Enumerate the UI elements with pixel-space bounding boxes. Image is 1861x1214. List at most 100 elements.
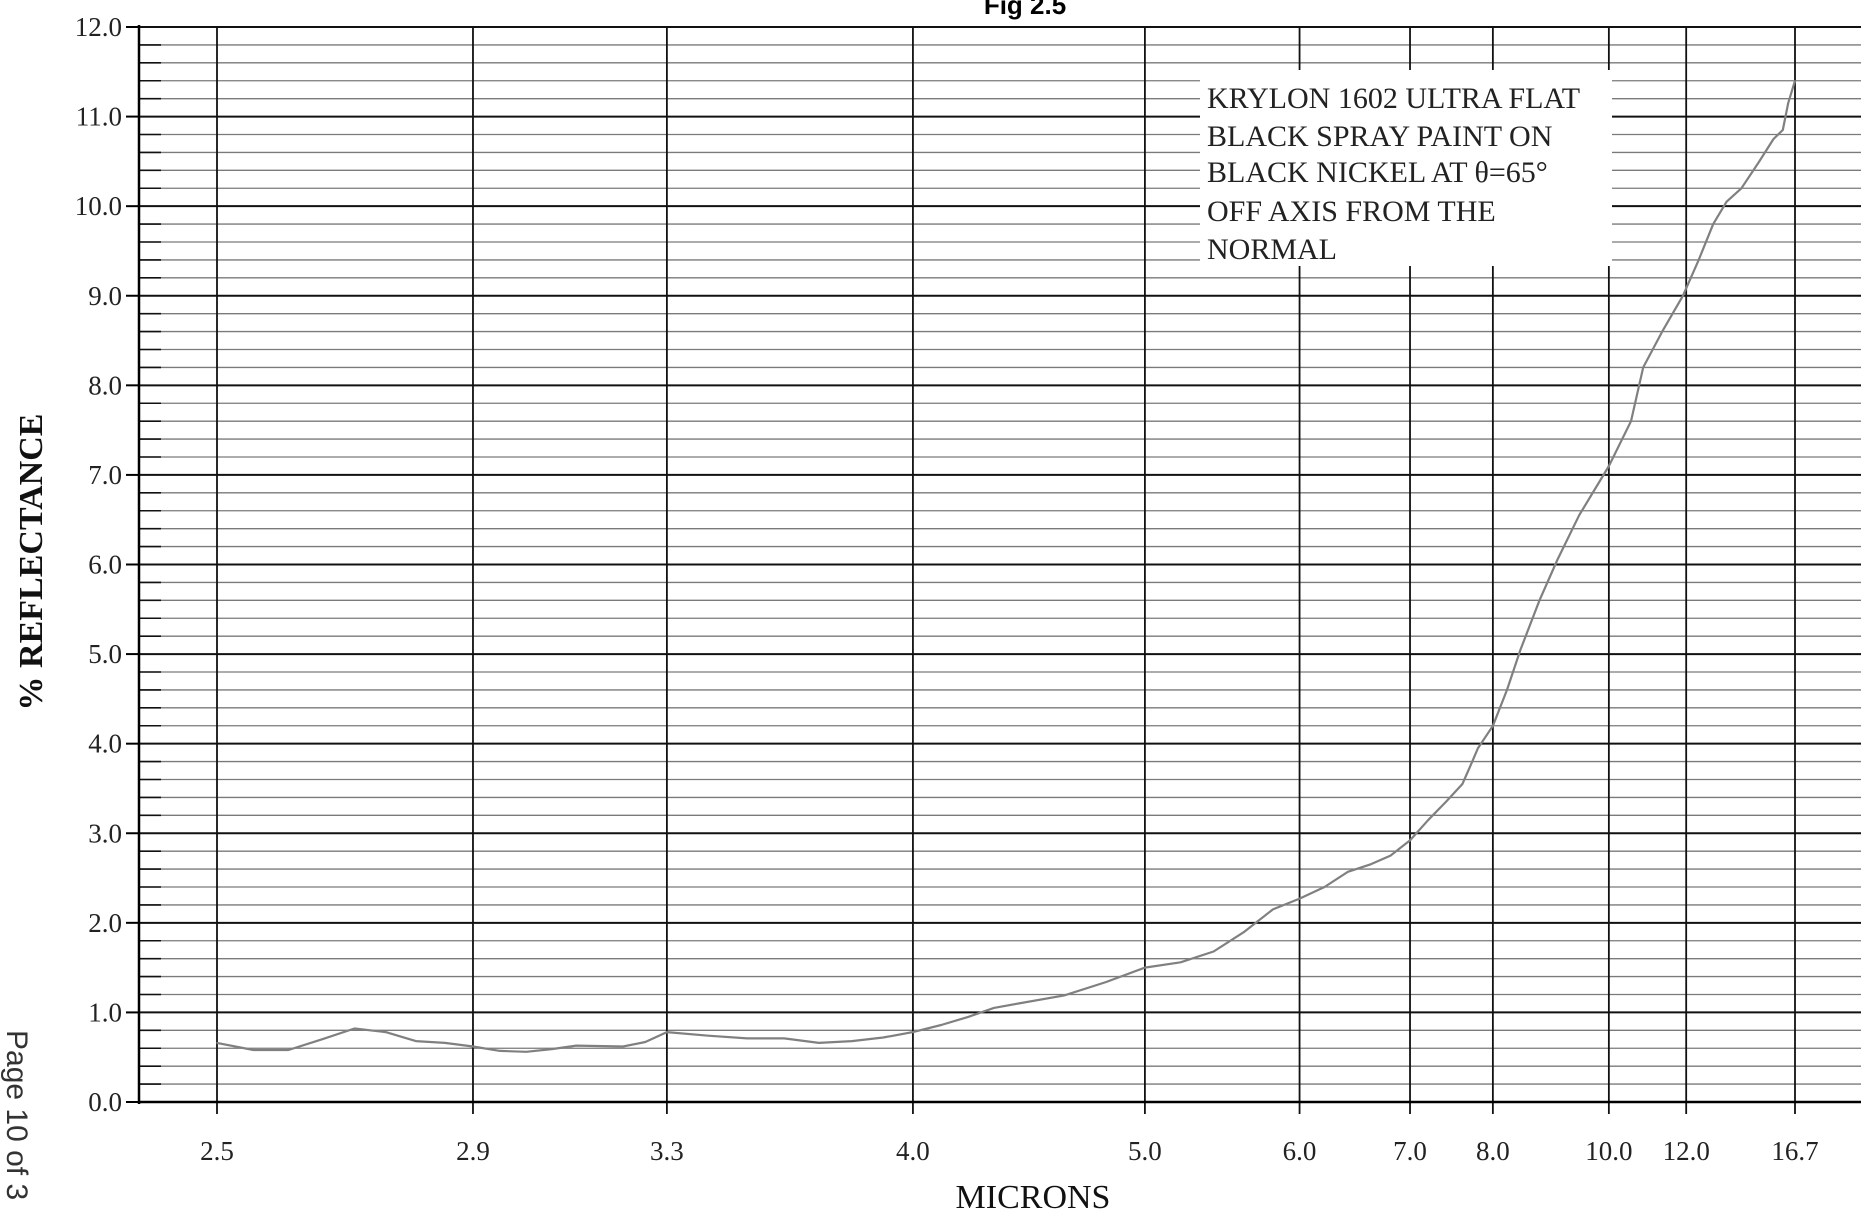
data-point: [967, 1016, 969, 1018]
x-tick-label: 8.0: [1476, 1136, 1510, 1166]
y-tick-label: 3.0: [88, 818, 122, 848]
y-tick-label: 5.0: [88, 639, 122, 669]
data-point: [1538, 599, 1541, 602]
data-point: [1144, 966, 1146, 969]
data-point: [1369, 863, 1371, 866]
x-tick-label: 2.9: [456, 1136, 490, 1166]
data-point: [1063, 994, 1066, 997]
data-point: [550, 1048, 553, 1050]
data-point: [783, 1037, 785, 1040]
data-point: [499, 1050, 501, 1052]
y-tick-label: 11.0: [76, 102, 122, 132]
data-point: [575, 1044, 577, 1047]
data-point: [525, 1051, 528, 1053]
data-point: [1492, 724, 1494, 727]
data-point: [1608, 465, 1610, 467]
data-point: [1725, 200, 1728, 203]
data-point: [1017, 1002, 1020, 1005]
y-tick-label: 0.0: [88, 1087, 122, 1117]
data-point: [882, 1036, 884, 1039]
data-point: [415, 1040, 417, 1042]
data-point: [746, 1037, 749, 1040]
annotation-line-3: BLACK NICKEL AT θ=65°: [1207, 156, 1548, 189]
data-point: [1469, 765, 1472, 767]
data-point: [1697, 259, 1700, 261]
y-tick-label: 7.0: [88, 460, 122, 490]
data-point: [1630, 420, 1632, 422]
y-tick-label: 6.0: [88, 550, 122, 580]
data-point: [644, 1041, 647, 1043]
data-point: [1758, 160, 1761, 163]
data-point: [1740, 187, 1743, 190]
annotation-line-4: OFF AXIS FROM THE: [1207, 195, 1496, 228]
data-point: [1323, 886, 1326, 888]
y-axis-label: % REFLECTANCE: [13, 414, 50, 711]
x-axis-label: MICRONS: [956, 1179, 1111, 1214]
data-point: [1105, 981, 1108, 983]
x-tick-label: 16.7: [1771, 1136, 1818, 1166]
x-tick-label: 3.3: [650, 1136, 684, 1166]
x-gridlines: [216, 27, 1796, 1114]
data-point: [1347, 870, 1349, 873]
data-point: [1409, 839, 1411, 842]
x-tick-label: 6.0: [1283, 1136, 1317, 1166]
y-tick-label: 9.0: [88, 281, 122, 311]
data-point: [216, 1042, 218, 1044]
annotation-line-1: KRYLON 1602 ULTRA FLAT: [1207, 82, 1580, 115]
data-point: [1787, 102, 1789, 104]
x-tick-label: 5.0: [1128, 1136, 1162, 1166]
data-point: [1272, 908, 1274, 911]
data-point: [993, 1007, 995, 1009]
data-point: [666, 1031, 668, 1033]
x-tick-label: 2.5: [200, 1136, 234, 1166]
minor-gridlines: [139, 44, 1861, 1085]
x-tick-label: 7.0: [1393, 1136, 1427, 1166]
annotation-box: KRYLON 1602 ULTRA FLAT BLACK SPRAY PAINT…: [1200, 70, 1612, 266]
y-tick-label: 8.0: [88, 370, 122, 400]
data-point: [1712, 223, 1714, 225]
data-point: [1519, 648, 1522, 651]
page-footer: Page 10 of 3: [0, 1030, 33, 1200]
data-point: [353, 1027, 356, 1030]
data-point: [1243, 930, 1246, 933]
data-point: [818, 1042, 820, 1044]
data-point: [1794, 79, 1796, 82]
chart-title: Fig 2.5: [984, 0, 1066, 20]
annotation-background: [1200, 70, 1612, 266]
data-point: [1578, 514, 1581, 517]
data-point: [321, 1038, 323, 1041]
data-point: [444, 1042, 446, 1044]
data-point: [940, 1024, 943, 1026]
y-tick-label: 4.0: [88, 729, 122, 759]
data-point: [1682, 294, 1684, 297]
data-point: [622, 1045, 624, 1048]
data-point: [1782, 129, 1784, 131]
data-point: [1477, 747, 1479, 749]
data-point: [472, 1045, 474, 1048]
data-point: [287, 1049, 290, 1051]
x-tick-label: 4.0: [896, 1136, 930, 1166]
data-point: [384, 1031, 387, 1033]
annotation-line-2: BLACK SPRAY PAINT ON: [1207, 120, 1552, 153]
data-point: [1179, 961, 1182, 964]
data-point: [1506, 689, 1508, 691]
data-point: [1556, 559, 1559, 561]
y-tick-label: 2.0: [88, 908, 122, 938]
data-point: [851, 1040, 853, 1042]
data-point: [707, 1034, 710, 1037]
data-point: [1389, 854, 1392, 857]
data-point: [1298, 897, 1301, 900]
x-tick-labels: 2.5 2.9 3.3 4.0 5.0 6.0 7.0 8.0 10.0 12.0 16.7: [200, 1136, 1819, 1166]
x-tick-label: 10.0: [1585, 1136, 1632, 1166]
y-tick-label: 10.0: [75, 191, 122, 221]
data-point: [252, 1049, 255, 1051]
data-point: [1445, 801, 1447, 803]
y-tick-label: 12.0: [75, 12, 122, 42]
data-point: [1461, 783, 1464, 785]
data-point: [1427, 819, 1430, 821]
data-point: [1772, 138, 1775, 140]
data-point: [1212, 950, 1215, 953]
y-tick-label: 1.0: [88, 997, 122, 1027]
series-layer: [216, 79, 1797, 1053]
